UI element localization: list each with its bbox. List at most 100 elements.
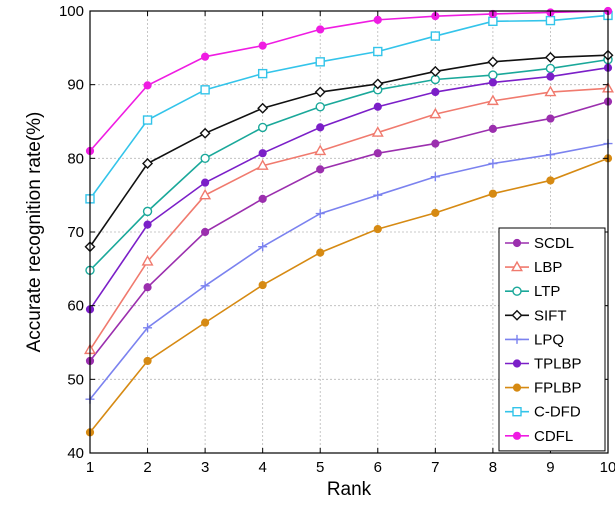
data-point-scdl [201,227,210,237]
series-line-scdl [89,100,609,362]
data-point-scdl [143,283,152,292]
data-point-lbp [486,94,499,106]
data-point-ltp [488,70,498,80]
data-point-sift [544,51,556,63]
legend-item-c-dfd: C-DFD [505,404,581,421]
series-line-sift [89,54,609,248]
legend-item-lbp: LBP [505,259,562,276]
y-tick-label: 80 [67,150,84,167]
data-point-tplbp [143,220,152,229]
x-tick-label: 10 [600,459,615,476]
data-point-scdl [431,139,440,148]
data-point-lbp [429,107,442,119]
data-point-c-dfd [545,15,556,26]
legend-label: C-DFD [534,404,581,421]
legend-marker [511,309,523,321]
legend-marker [511,260,523,272]
data-point-lbp [371,126,384,137]
x-tick-label: 8 [489,459,497,476]
data-point-sift [142,158,154,169]
legend-marker [512,383,522,392]
data-point-c-dfd [373,46,383,57]
legend-label: LPQ [534,331,564,348]
series-line-c-dfd [89,14,609,200]
legend-marker [512,407,522,417]
legend-label: SCDL [534,235,574,252]
x-tick-label: 4 [258,459,266,476]
data-point-sift [487,56,499,68]
data-point-tplbp [431,87,440,97]
data-point-lbp [141,255,154,266]
x-tick-label: 2 [143,459,151,476]
legend-item-lpq: LPQ [505,331,564,348]
legend-marker [512,238,522,248]
data-point-scdl [488,124,497,133]
x-tick-label: 1 [86,459,94,476]
data-point-c-dfd [315,57,325,67]
data-point-ltp [315,102,325,112]
y-axis-title: Accurate recognition rate(%) [24,112,45,353]
x-tick-labels: 1 2 3 4 5 6 7 8 9 10 [86,11,615,476]
y-tick-label: 90 [67,77,84,94]
data-point-lpq [430,172,440,182]
data-point-tplbp [201,178,210,187]
data-point-c-dfd [142,115,153,125]
y-tick-label: 70 [67,224,84,241]
data-point-c-dfd [257,68,268,79]
series-line-lpq [89,142,609,400]
legend-item-fplbp: FPLBP [505,380,582,397]
data-point-lpq [258,242,268,252]
data-point-lbp [314,144,327,156]
x-axis-title: Rank [327,479,372,500]
y-tick-labels: 40 50 60 70 80 90 100 [59,3,608,462]
legend-marker [512,431,522,440]
data-point-sift [257,102,269,114]
data-point-c-dfd [488,16,498,27]
data-point-scdl [258,194,267,203]
data-point-lpq [200,281,210,291]
data-point-lpq [373,190,383,200]
legend-item-ltp: LTP [505,283,560,300]
data-point-ltp [200,153,210,164]
legend-item-cdfl: CDFL [505,428,573,445]
x-tick-label: 5 [316,459,324,476]
data-point-lpq [488,158,498,168]
data-point-scdl [316,165,325,174]
y-tick-label: 40 [67,445,84,462]
data-point-fplbp [488,189,497,198]
series-scdl [85,97,613,366]
x-tick-label: 7 [431,459,439,476]
legend-label: LBP [534,259,562,276]
y-tick-label: 50 [67,371,84,388]
series-line-cdfl [89,10,609,152]
data-point-ltp [142,206,153,217]
legend-label: LTP [534,283,560,300]
data-point-c-dfd [430,31,441,41]
data-point-lbp [199,188,212,200]
data-point-tplbp [373,102,382,111]
legend-item-tplbp: TPLBP [505,356,582,373]
data-point-tplbp [316,123,325,132]
data-point-tplbp [258,149,267,158]
data-point-fplbp [316,248,325,257]
data-point-ltp [545,63,556,74]
series-line-lbp [89,87,609,351]
data-point-fplbp [373,224,382,234]
data-point-cdfl [373,15,382,24]
data-point-sift [314,86,326,98]
data-point-c-dfd [200,85,210,95]
series-line-tplbp [89,66,609,310]
data-point-scdl [546,114,555,123]
legend-label: TPLBP [534,356,582,373]
data-point-cdfl [258,41,267,50]
legend-label: FPLBP [534,380,582,397]
data-point-ltp [257,122,268,133]
data-point-lpq [545,150,555,160]
data-point-cdfl [143,81,152,90]
legend-marker [512,359,522,368]
x-tick-label: 6 [374,459,382,476]
data-point-cdfl [316,25,325,34]
x-tick-label: 3 [201,459,209,476]
series-line-fplbp [89,157,609,433]
series-line-ltp [89,58,609,271]
